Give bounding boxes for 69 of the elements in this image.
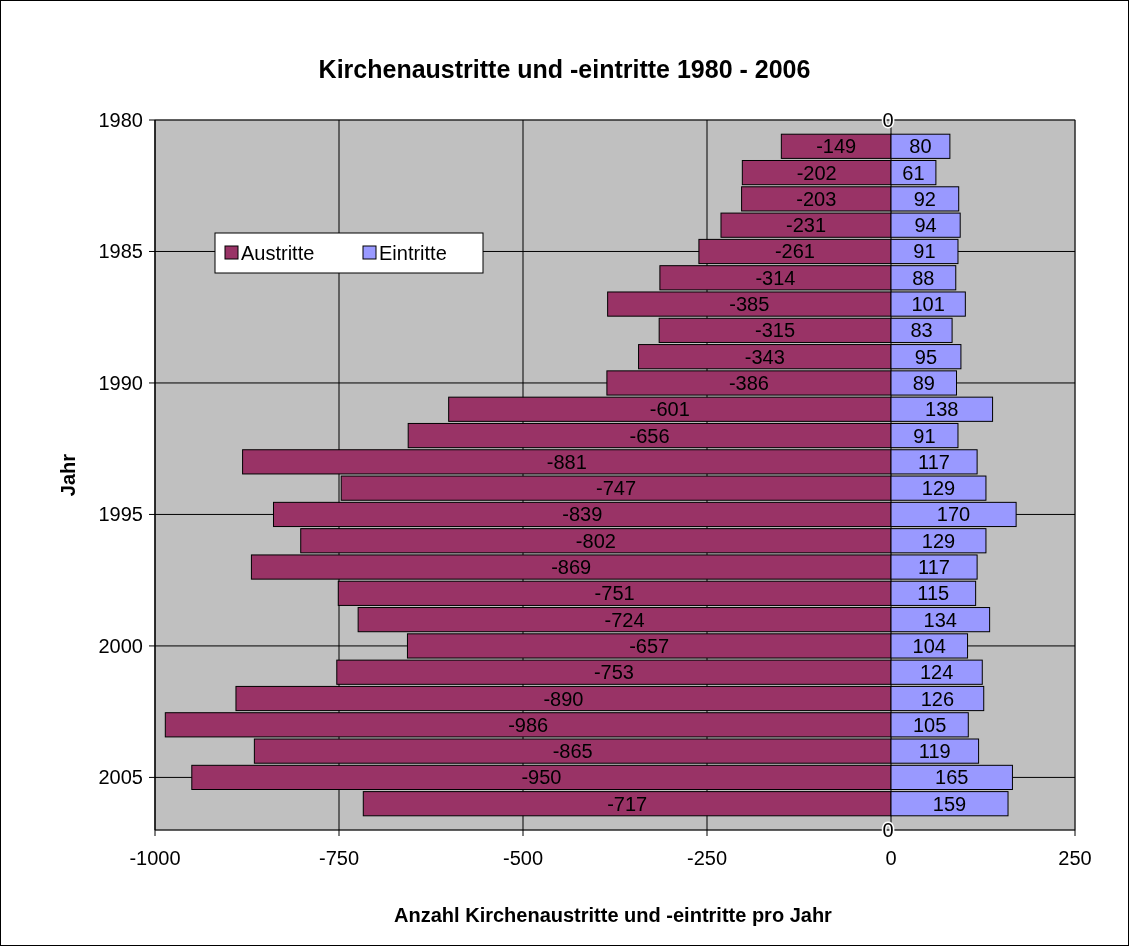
data-label: 124	[919, 661, 954, 684]
data-label: 92	[913, 187, 936, 210]
data-label: -890	[543, 687, 584, 710]
data-label: -881	[546, 450, 587, 473]
data-label: -261	[774, 240, 815, 263]
legend-label: Austritte	[241, 242, 315, 264]
data-label: 95	[914, 345, 938, 368]
y-tick-label: 1980	[98, 109, 143, 131]
data-label: 105	[912, 713, 947, 736]
data-label: 129	[921, 477, 956, 500]
data-label: -202	[796, 161, 837, 184]
x-tick-label: -250	[686, 847, 728, 869]
data-label: -315	[755, 319, 796, 342]
data-label: 101	[911, 293, 945, 316]
data-label: 91	[913, 240, 936, 263]
data-label: 115	[917, 582, 950, 605]
y-axis-title: Jahr	[57, 453, 79, 497]
x-tick-label: -750	[318, 847, 360, 869]
data-label: -869	[551, 556, 592, 579]
data-label: 126	[920, 687, 955, 710]
data-label: -747	[596, 477, 637, 500]
data-label: -950	[521, 766, 562, 789]
data-label: 91	[913, 424, 936, 447]
data-label: -753	[593, 661, 634, 684]
y-tick-label: 2000	[98, 634, 143, 657]
data-label: -601	[649, 398, 690, 421]
x-tick-label: -1000	[129, 847, 181, 869]
y-tick-label: 1985	[98, 240, 143, 263]
data-label: 170	[936, 503, 971, 526]
data-label: 129	[921, 529, 956, 552]
data-label: 117	[918, 556, 950, 579]
data-label: 165	[935, 766, 969, 789]
data-label: -231	[785, 214, 827, 237]
data-label: -385	[729, 293, 770, 316]
data-label: -865	[552, 740, 593, 763]
x-tick-label: 0	[885, 847, 897, 869]
x-tick-label: -500	[502, 847, 544, 869]
data-label: -802	[575, 529, 616, 552]
data-label: 80	[909, 135, 932, 158]
data-label: 89	[912, 371, 935, 394]
data-label: 119	[918, 740, 951, 763]
x-axis-title: Anzahl Kirchenaustritte und -eintritte pro Jahr	[394, 904, 833, 926]
data-label: -314	[755, 266, 796, 289]
legend-label: Eintritte	[379, 242, 447, 264]
y-tick-label: 1995	[98, 503, 143, 526]
y-tick-label: 1990	[98, 371, 143, 394]
data-label: 83	[910, 319, 933, 342]
x-tick-label: 250	[1058, 847, 1092, 869]
data-label: -656	[629, 424, 670, 447]
data-label: 134	[923, 608, 957, 631]
data-label: -751	[594, 582, 635, 605]
data-label: -717	[607, 792, 648, 815]
data-label: -149	[816, 135, 857, 158]
chart-title: Kirchenaustritte und -eintritte 1980 - 2006	[318, 55, 811, 83]
data-label: -343	[744, 345, 785, 368]
data-label: 61	[902, 161, 925, 184]
data-label: -657	[629, 634, 670, 657]
data-label: 159	[932, 792, 967, 815]
y-tick-label: 2005	[98, 766, 143, 789]
data-label: 94	[914, 214, 937, 237]
data-label: 104	[912, 634, 946, 657]
data-label: -386	[728, 371, 769, 394]
data-label: -839	[562, 503, 603, 526]
data-label: 88	[912, 266, 935, 289]
data-label: 117	[918, 450, 950, 473]
data-label: 138	[925, 398, 959, 421]
data-label: -986	[508, 713, 549, 736]
data-label: -203	[796, 187, 837, 210]
data-label: -724	[604, 608, 645, 631]
